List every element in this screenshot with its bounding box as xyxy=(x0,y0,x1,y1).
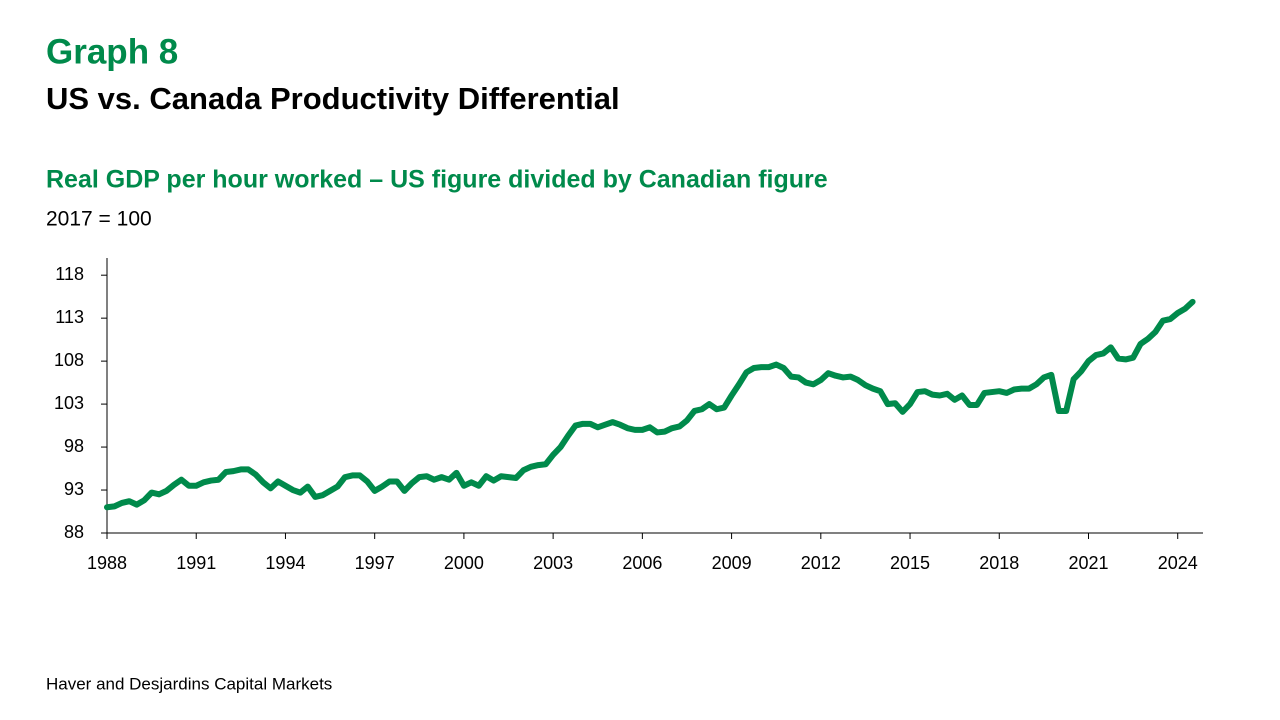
x-tick-label: 2012 xyxy=(801,553,841,573)
x-tick-label: 1991 xyxy=(176,553,216,573)
x-tick-label: 2018 xyxy=(979,553,1019,573)
x-tick-label: 2003 xyxy=(533,553,573,573)
chart-subtitle: US vs. Canada Productivity Differential xyxy=(46,81,620,116)
x-tick-label: 2009 xyxy=(712,553,752,573)
y-tick-label: 88 xyxy=(64,522,84,542)
y-tick-label: 113 xyxy=(55,307,84,327)
y-axis-label: 2017 = 100 xyxy=(46,208,152,231)
plot-title: Real GDP per hour worked – US figure div… xyxy=(46,166,828,194)
y-tick-label: 98 xyxy=(64,436,84,456)
source: Haver and Desjardins Capital Markets xyxy=(46,674,332,693)
chart-title: Graph 8 xyxy=(46,32,178,71)
x-tick-label: 2021 xyxy=(1068,553,1108,573)
x-tick-label: 2015 xyxy=(890,553,930,573)
y-tick-label: 103 xyxy=(54,393,84,413)
x-tick-label: 2024 xyxy=(1158,553,1198,573)
y-tick-label: 108 xyxy=(54,350,84,370)
x-tick-label: 1988 xyxy=(87,553,127,573)
x-tick-label: 1994 xyxy=(265,553,305,573)
x-tick-label: 2006 xyxy=(622,553,662,573)
y-tick-label: 118 xyxy=(55,264,84,284)
x-tick-label: 2000 xyxy=(444,553,484,573)
x-tick-label: 1997 xyxy=(355,553,395,573)
y-tick-label: 93 xyxy=(64,479,84,499)
data-line xyxy=(104,298,1196,511)
